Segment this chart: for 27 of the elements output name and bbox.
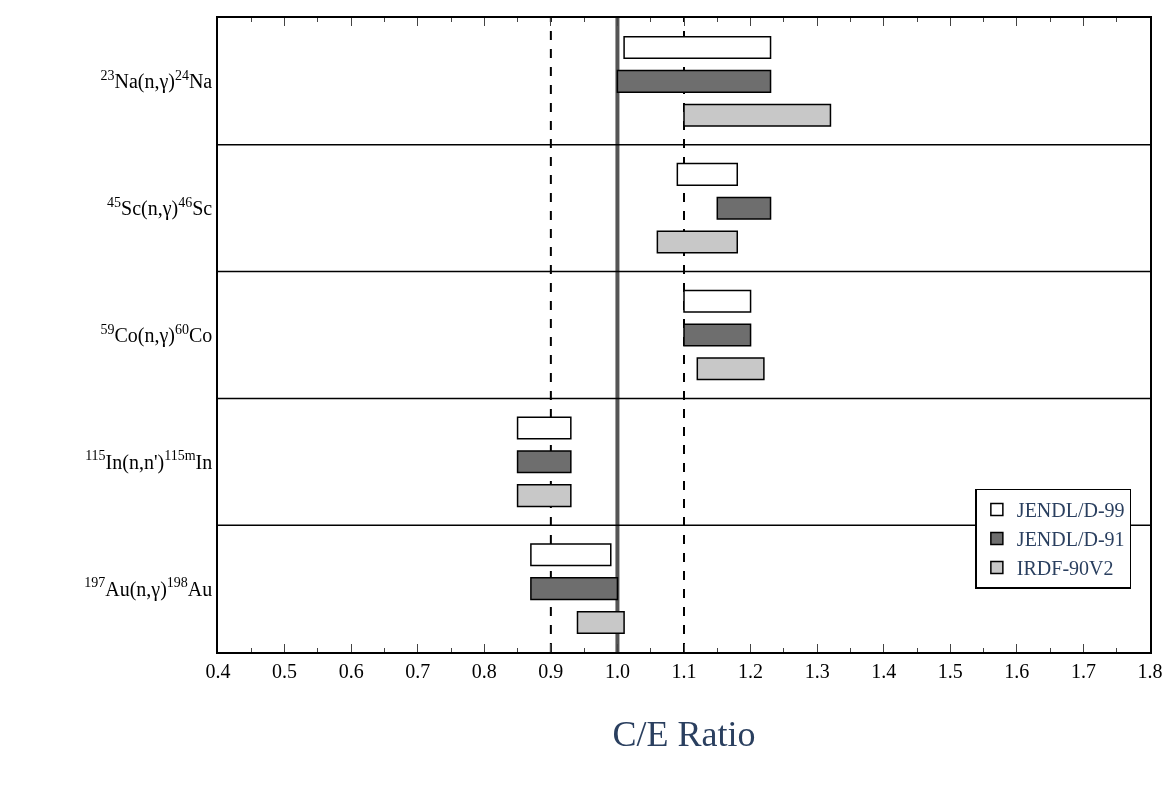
- x-axis-title: C/E Ratio: [612, 713, 756, 754]
- x-tick-label: 0.4: [205, 659, 231, 682]
- x-tick-label: 0.7: [405, 659, 431, 682]
- x-tick-label: 1.1: [671, 659, 697, 682]
- x-tick-label: 0.8: [471, 659, 497, 682]
- legend-label: IRDF-90V2: [1016, 557, 1114, 580]
- y-tick-label: $^{23}$Na(n,γ)$^{24}$Na: [100, 68, 213, 94]
- x-tick-label: 0.9: [538, 659, 564, 682]
- x-tick-label: 1.7: [1070, 659, 1096, 682]
- x-tick-label: 1.0: [604, 659, 630, 682]
- bar: [716, 196, 772, 220]
- x-tick-label: 0.6: [338, 659, 364, 682]
- x-tick-label: 1.8: [1137, 659, 1163, 682]
- y-tick-label: $^{115}$In(n,n')$^{115m}$In: [85, 448, 213, 474]
- y-tick-label: $^{45}$Sc(n,γ)$^{46}$Sc: [107, 194, 213, 221]
- bar: [576, 610, 625, 634]
- x-tick-label: 1.5: [937, 659, 963, 682]
- bar: [696, 357, 765, 381]
- legend-label: JENDL/D-99: [1016, 499, 1125, 522]
- x-tick-label: 1.3: [804, 659, 830, 682]
- x-tick-label: 1.4: [871, 659, 897, 682]
- y-tick-label: $^{197}$Au(n,γ)$^{198}$Au: [84, 575, 213, 601]
- x-tick-label: 1.2: [738, 659, 764, 682]
- x-tick-label: 1.6: [1004, 659, 1030, 682]
- legend-label: JENDL/D-91: [1016, 528, 1125, 551]
- x-tick-label: 0.5: [272, 659, 298, 682]
- y-tick-label: $^{59}$Co(n,γ)$^{60}$Co: [100, 321, 213, 347]
